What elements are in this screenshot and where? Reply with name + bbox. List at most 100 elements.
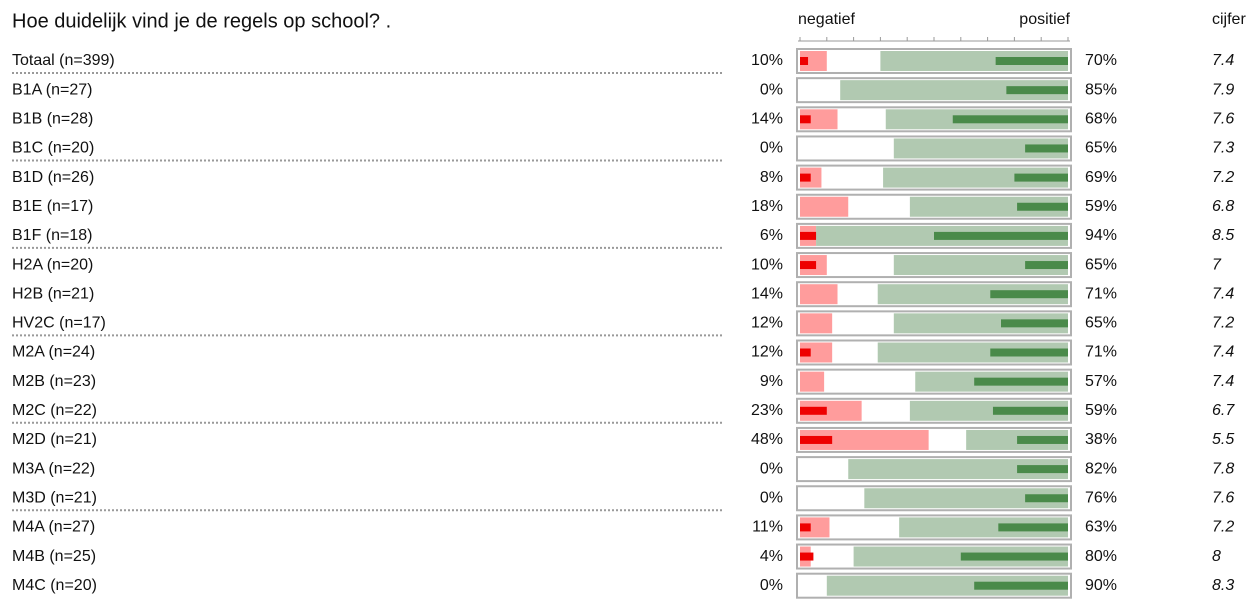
score-label: 7.8 bbox=[1212, 460, 1234, 477]
negative-label: 12% bbox=[751, 344, 783, 361]
bar bbox=[826, 575, 1068, 596]
row-label: M4C (n=20) bbox=[12, 577, 97, 594]
positive-label: 90% bbox=[1085, 577, 1117, 594]
score-label: 7.2 bbox=[1212, 169, 1234, 186]
bar bbox=[800, 196, 849, 217]
bar bbox=[893, 255, 1068, 276]
bar bbox=[840, 80, 1068, 101]
row-label: B1D (n=26) bbox=[12, 169, 94, 186]
positive-label: 65% bbox=[1085, 256, 1117, 273]
score-label: 7.4 bbox=[1212, 344, 1234, 361]
strong-bar bbox=[1017, 202, 1068, 211]
bar bbox=[848, 459, 1068, 480]
score-label: 7.6 bbox=[1212, 489, 1234, 506]
positive-label: 68% bbox=[1085, 111, 1117, 128]
positive-label: 69% bbox=[1085, 169, 1117, 186]
negative-label: 0% bbox=[760, 81, 783, 98]
strong-bar bbox=[800, 406, 827, 415]
negative-label: 0% bbox=[760, 577, 783, 594]
negative-label: 18% bbox=[751, 198, 783, 215]
strong-bar bbox=[998, 523, 1068, 532]
strong-bar bbox=[800, 435, 833, 444]
bar bbox=[893, 138, 1068, 159]
positive-label: 63% bbox=[1085, 519, 1117, 536]
positive-label: 94% bbox=[1085, 227, 1117, 244]
strong-bar bbox=[995, 57, 1068, 65]
strong-bar bbox=[1025, 494, 1068, 503]
strong-bar bbox=[990, 290, 1068, 299]
bar bbox=[800, 313, 833, 334]
row-label: H2B (n=21) bbox=[12, 285, 94, 302]
bar bbox=[800, 429, 929, 450]
chart-title: Hoe duidelijk vind je de regels op schoo… bbox=[12, 10, 391, 32]
bar bbox=[899, 517, 1068, 538]
positive-label: 59% bbox=[1085, 402, 1117, 419]
strong-bar bbox=[1017, 435, 1068, 444]
bar bbox=[800, 109, 838, 130]
strong-bar bbox=[1001, 319, 1068, 328]
bar bbox=[864, 488, 1068, 509]
bar bbox=[909, 400, 1068, 421]
score-label: 7.2 bbox=[1212, 315, 1234, 332]
strong-bar bbox=[1025, 144, 1068, 153]
bar bbox=[880, 51, 1068, 71]
positive-label: 59% bbox=[1085, 198, 1117, 215]
negative-label: 0% bbox=[760, 140, 783, 157]
score-label: 7.6 bbox=[1212, 111, 1234, 128]
strong-bar bbox=[800, 348, 811, 357]
bar bbox=[800, 400, 862, 421]
row-label: B1C (n=20) bbox=[12, 140, 94, 157]
positive-label: 85% bbox=[1085, 81, 1117, 98]
negative-label: 14% bbox=[751, 111, 783, 128]
score-label: 5.5 bbox=[1212, 431, 1234, 448]
bar bbox=[800, 51, 827, 71]
strong-bar bbox=[974, 581, 1068, 590]
strong-bar bbox=[992, 406, 1068, 415]
score-label: 7 bbox=[1212, 256, 1222, 273]
strong-bar bbox=[990, 348, 1068, 357]
strong-bar bbox=[800, 552, 814, 561]
score-label: 7.4 bbox=[1212, 52, 1234, 69]
positive-label: 80% bbox=[1085, 548, 1117, 565]
negative-label: 8% bbox=[760, 169, 783, 186]
negative-label: 14% bbox=[751, 285, 783, 302]
score-label: 8.3 bbox=[1212, 577, 1234, 594]
positive-label: 76% bbox=[1085, 489, 1117, 506]
strong-bar bbox=[934, 231, 1068, 240]
negative-label: 10% bbox=[751, 52, 783, 69]
negative-label: 48% bbox=[751, 431, 783, 448]
row-label: M2D (n=21) bbox=[12, 431, 97, 448]
row-label: M2C (n=22) bbox=[12, 402, 97, 419]
bar bbox=[883, 167, 1068, 188]
score-label: 7.2 bbox=[1212, 519, 1234, 536]
row-label: M4B (n=25) bbox=[12, 548, 96, 565]
positive-label: 82% bbox=[1085, 460, 1117, 477]
score-label: 8 bbox=[1212, 548, 1221, 565]
row-label: M2A (n=24) bbox=[12, 344, 95, 361]
bar bbox=[893, 313, 1068, 334]
negative-label: 12% bbox=[751, 315, 783, 332]
strong-bar bbox=[960, 552, 1068, 561]
bar bbox=[877, 342, 1068, 363]
row-label: M3A (n=22) bbox=[12, 460, 95, 477]
row-label: Totaal (n=399) bbox=[12, 52, 115, 69]
positive-label: 65% bbox=[1085, 315, 1117, 332]
negative-label: 10% bbox=[751, 256, 783, 273]
score-label: 8.5 bbox=[1212, 227, 1234, 244]
bar bbox=[800, 284, 838, 305]
bar bbox=[877, 284, 1068, 305]
row-label: B1F (n=18) bbox=[12, 227, 92, 244]
positive-label: 71% bbox=[1085, 285, 1117, 302]
negative-label: 6% bbox=[760, 227, 783, 244]
negative-label: 11% bbox=[752, 519, 783, 536]
score-label: 7.4 bbox=[1212, 373, 1234, 390]
positive-label: 70% bbox=[1085, 52, 1117, 69]
row-label: H2A (n=20) bbox=[12, 256, 93, 273]
positive-label: 65% bbox=[1085, 140, 1117, 157]
strong-bar bbox=[1017, 465, 1068, 474]
bar bbox=[800, 371, 825, 392]
positive-label: 57% bbox=[1085, 373, 1117, 390]
strong-bar bbox=[1006, 86, 1068, 95]
score-label: 6.8 bbox=[1212, 198, 1234, 215]
